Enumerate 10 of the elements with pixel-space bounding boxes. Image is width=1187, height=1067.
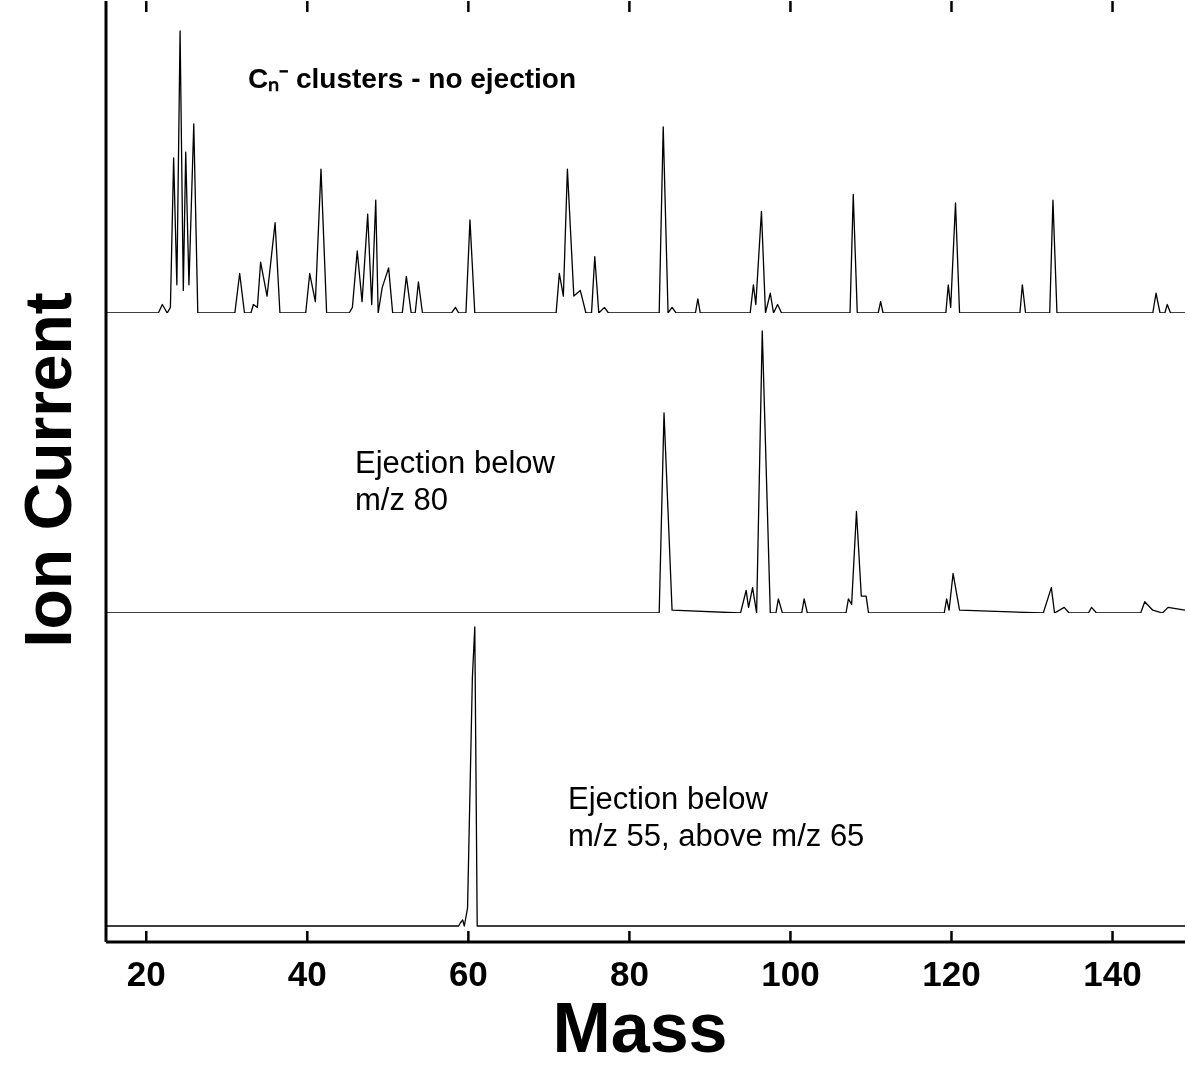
x-tick-label: 20 [126,954,166,993]
y-axis-title: Ion Current [10,292,86,648]
x-tick-label: 140 [1083,954,1142,993]
x-tick-label: 100 [761,954,820,993]
x-tick-label: 120 [922,954,981,993]
annotation: Ejection below m/z 80 [355,444,555,519]
annotation: Cₙ⁻ clusters - no ejection [248,62,577,96]
x-tick-label: 60 [448,954,488,993]
annotation: Ejection below m/z 55, above m/z 65 [568,780,865,855]
x-tick-label: 40 [287,954,327,993]
